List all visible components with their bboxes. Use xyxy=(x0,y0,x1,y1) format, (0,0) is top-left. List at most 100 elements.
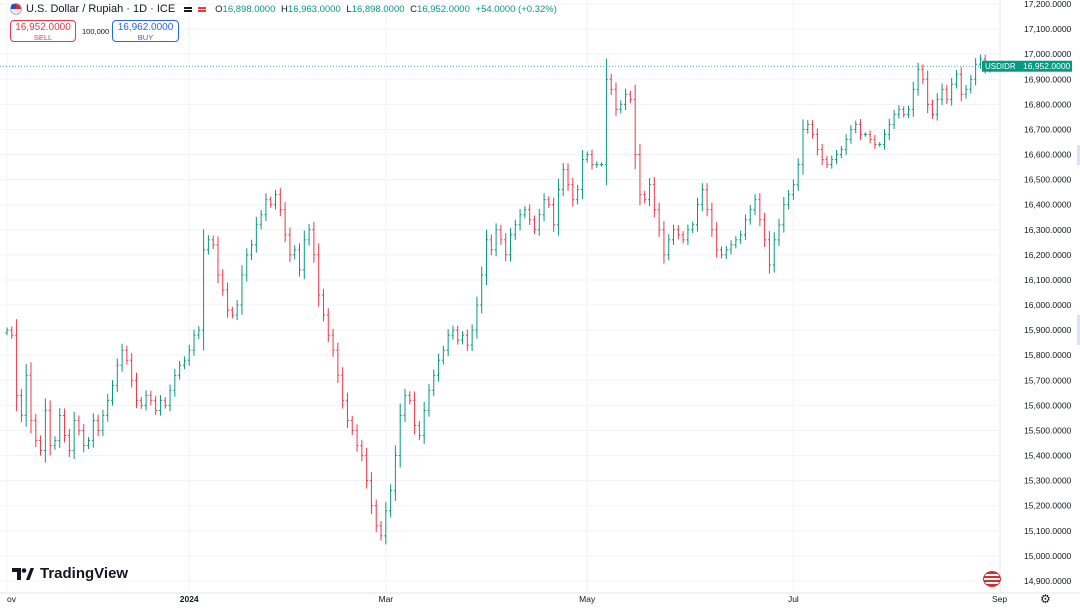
ohlc-bar xyxy=(964,84,968,99)
ohlc-bar xyxy=(542,193,546,222)
symbol-header: U.S. Dollar / Rupiah · 1D · ICE O16,898.… xyxy=(10,3,560,15)
y-tick-label: 17,200.0000 xyxy=(1024,0,1072,9)
sell-button[interactable]: 16,952.0000 SELL xyxy=(10,20,76,42)
ohlc-bar xyxy=(202,229,206,351)
y-tick-label: 16,400.0000 xyxy=(1024,200,1072,210)
ohlc-bar xyxy=(355,424,359,452)
ohlc-bar xyxy=(763,212,767,247)
ohlc-bar xyxy=(307,224,311,246)
ohlc-bar xyxy=(930,99,934,119)
ohlc-bar xyxy=(149,390,153,406)
x-tick-label: Jul xyxy=(788,594,799,604)
right-edge-marker xyxy=(1077,315,1080,345)
ohlc-bar xyxy=(96,414,100,437)
y-tick-label: 16,300.0000 xyxy=(1024,225,1072,235)
ohlc-bar xyxy=(796,158,800,191)
ohlc-bar xyxy=(422,401,426,444)
ohlc-bar xyxy=(926,70,930,114)
ohlc-bar xyxy=(298,243,302,277)
ohlc-bar xyxy=(43,398,47,463)
y-tick-label: 14,900.0000 xyxy=(1024,576,1072,586)
ohlc-bar xyxy=(87,437,91,449)
ohlc-bar xyxy=(940,83,944,106)
y-tick-label: 17,100.0000 xyxy=(1024,24,1072,34)
ohlc-bar xyxy=(336,342,340,383)
ohlc-bar xyxy=(168,384,172,412)
ohlc-bar xyxy=(576,184,580,205)
ohlc-bar xyxy=(5,327,9,336)
ohlc-bar xyxy=(801,119,805,175)
ohlc-bar xyxy=(250,239,254,260)
ohlc-bar xyxy=(293,245,297,260)
right-edge-marker xyxy=(1077,145,1080,165)
ohlc-bar xyxy=(887,118,891,141)
ohlc-bar xyxy=(969,74,973,94)
ohlc-bar xyxy=(604,58,608,186)
y-tick-label: 15,200.0000 xyxy=(1024,501,1072,511)
ohlc-bar xyxy=(317,243,321,307)
ohlc-bar xyxy=(820,143,824,166)
ohlc-bar xyxy=(331,328,335,357)
ohlc-bar xyxy=(360,439,364,462)
ohlc-bar xyxy=(475,296,479,339)
last-price-tag: USDIDR 16,952.0000 xyxy=(982,60,1072,72)
time-axis[interactable]: ov2024MarMayJulSepNov2025MarMayJulSepNov… xyxy=(7,594,1080,604)
ohlc-bar xyxy=(101,409,105,437)
tradingview-logo[interactable]: TradingView xyxy=(12,565,128,582)
ohlc-bar xyxy=(878,142,882,147)
ohlc-bar xyxy=(245,248,249,282)
ohlc-bar xyxy=(782,196,786,233)
ohlc-bar xyxy=(34,413,38,448)
price-axis[interactable]: 17,200.0000 17,100.0000 17,000.0000 16,900.… xyxy=(1024,0,1072,586)
ohlc-bar xyxy=(345,392,349,429)
ohlc-bar xyxy=(178,360,182,380)
ohlc-bar xyxy=(379,520,383,541)
ohlc-bar xyxy=(873,134,877,150)
ohlc-bar xyxy=(950,77,954,106)
ohlc-bar xyxy=(120,343,124,372)
ohlc-bar xyxy=(259,210,263,230)
symbol-title[interactable]: U.S. Dollar / Rupiah · 1D · ICE xyxy=(26,3,176,15)
ohlc-bar xyxy=(77,415,81,436)
ohlc-bar xyxy=(528,204,532,226)
ohlc-bar xyxy=(211,235,215,250)
flag-icon[interactable] xyxy=(983,571,1001,587)
flag-icon xyxy=(10,3,22,15)
compare-icon[interactable] xyxy=(198,5,207,13)
ohlc-bar xyxy=(700,183,704,212)
x-tick-label: Mar xyxy=(378,594,393,604)
ohlc-bar xyxy=(906,105,910,119)
ohlc-bar xyxy=(715,222,719,258)
y-tick-label: 15,300.0000 xyxy=(1024,476,1072,486)
ohlc-bar xyxy=(374,499,378,533)
ohlc-bar xyxy=(326,308,330,343)
ohlc-bar xyxy=(312,221,316,263)
y-tick-label: 16,900.0000 xyxy=(1024,74,1072,84)
ohlc-bar xyxy=(911,81,915,117)
ohlc-bar xyxy=(499,224,503,245)
ohlc-bar xyxy=(767,231,771,274)
ohlc-bar xyxy=(959,67,963,102)
ohlc-bar xyxy=(633,84,637,170)
ohlc-bar xyxy=(134,372,138,409)
ohlc-bar xyxy=(921,64,925,85)
ohlc-bar xyxy=(72,411,76,460)
ohlc-bar xyxy=(130,353,134,388)
buy-button[interactable]: 16,962.0000 BUY xyxy=(112,20,179,42)
ohlc-bar xyxy=(504,233,508,262)
ohlc-bar xyxy=(748,204,752,225)
ohlc-bar xyxy=(662,221,666,264)
ohlc-bar xyxy=(916,62,920,96)
quantity[interactable]: 100,000 xyxy=(82,27,110,36)
ohlc-bar xyxy=(384,502,388,545)
settings-gear-icon[interactable]: ⚙ xyxy=(1040,592,1051,606)
ohlc-bar xyxy=(835,149,839,165)
menu-icon[interactable] xyxy=(184,5,193,13)
y-tick-label: 15,900.0000 xyxy=(1024,325,1072,335)
ohlc-bar xyxy=(144,390,148,411)
ohlc-bar xyxy=(182,356,186,370)
ohlc-bar xyxy=(446,329,450,357)
ohlc-bar xyxy=(609,73,613,95)
ohlc-bar xyxy=(902,106,906,118)
